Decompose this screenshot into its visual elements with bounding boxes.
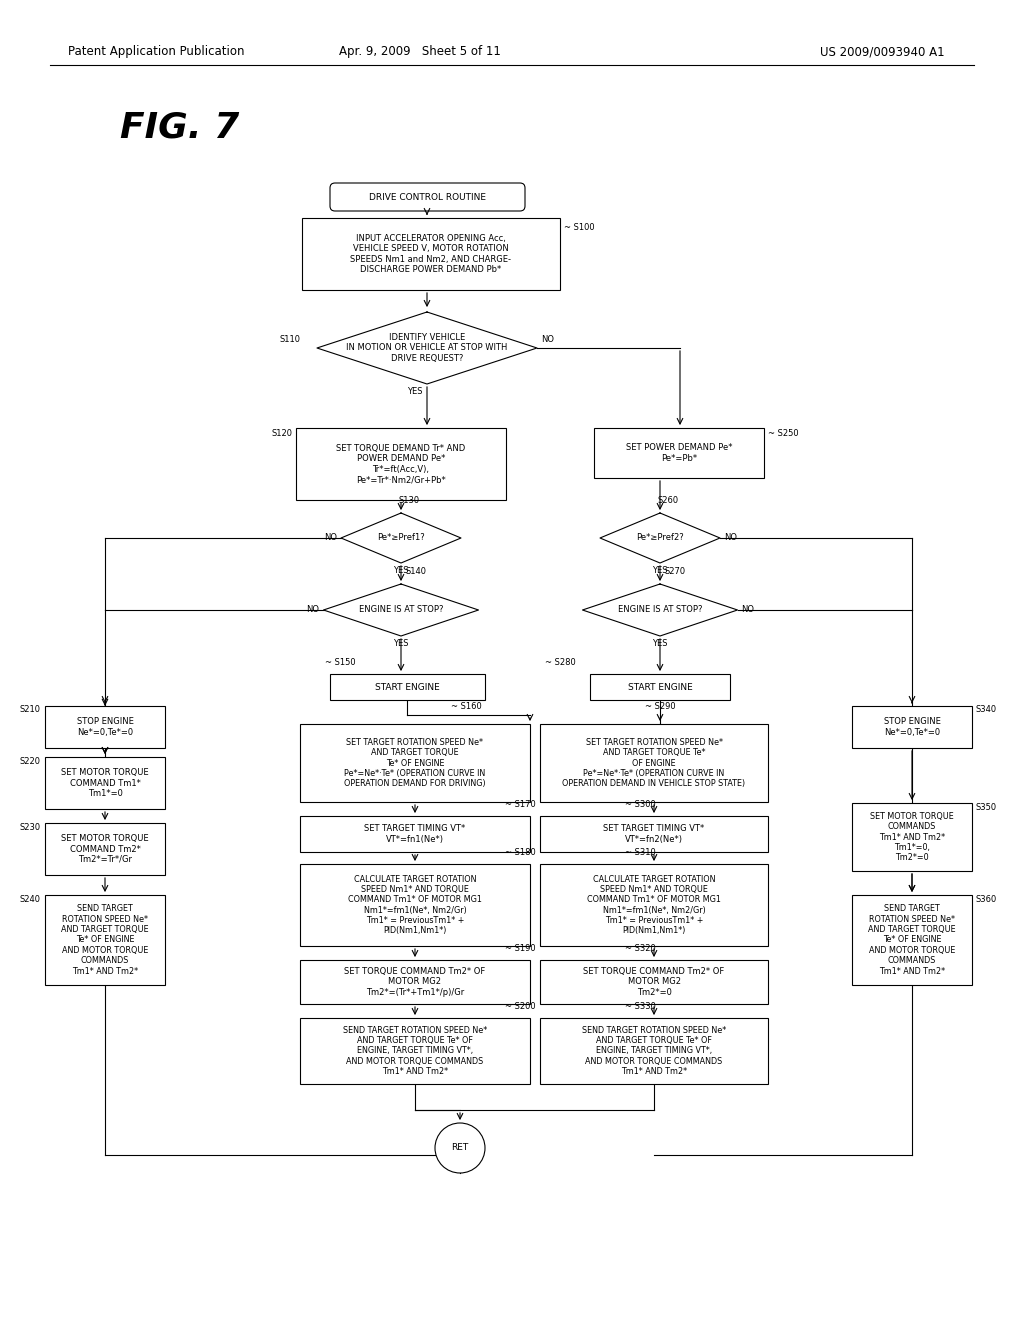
- Text: SET POWER DEMAND Pe*
Pe*=Pb*: SET POWER DEMAND Pe* Pe*=Pb*: [626, 444, 732, 463]
- Text: S230: S230: [19, 824, 41, 833]
- Text: SET MOTOR TORQUE
COMMAND Tm2*
Tm2*=Tr*/Gr: SET MOTOR TORQUE COMMAND Tm2* Tm2*=Tr*/G…: [61, 834, 148, 863]
- Text: Pe*≥Pref1?: Pe*≥Pref1?: [377, 533, 425, 543]
- Polygon shape: [317, 312, 537, 384]
- Text: ~ S160: ~ S160: [451, 702, 481, 711]
- Polygon shape: [324, 583, 478, 636]
- Text: ~ S100: ~ S100: [564, 223, 595, 232]
- Text: FIG. 7: FIG. 7: [120, 111, 240, 145]
- Text: SET TARGET ROTATION SPEED Ne*
AND TARGET TORQUE Te*
OF ENGINE
Pe*=Ne*·Te* (OPERA: SET TARGET ROTATION SPEED Ne* AND TARGET…: [562, 738, 745, 788]
- Text: Patent Application Publication: Patent Application Publication: [68, 45, 245, 58]
- Text: ENGINE IS AT STOP?: ENGINE IS AT STOP?: [617, 606, 702, 615]
- Text: S110: S110: [279, 335, 300, 345]
- Text: ~ S320: ~ S320: [625, 944, 655, 953]
- Text: ~ S200: ~ S200: [505, 1002, 536, 1011]
- Text: S350: S350: [976, 804, 997, 813]
- Text: NO: NO: [541, 335, 554, 345]
- Text: START ENGINE: START ENGINE: [628, 682, 692, 692]
- Bar: [45, 895, 165, 985]
- Bar: [852, 803, 972, 871]
- Bar: [300, 723, 530, 803]
- Text: S340: S340: [976, 705, 997, 714]
- Text: SET MOTOR TORQUE
COMMANDS
Tm1* AND Tm2*
Tm1*=0,
Tm2*=0: SET MOTOR TORQUE COMMANDS Tm1* AND Tm2* …: [870, 812, 954, 862]
- Polygon shape: [341, 513, 461, 564]
- Text: US 2009/0093940 A1: US 2009/0093940 A1: [820, 45, 944, 58]
- Text: INPUT ACCELERATOR OPENING Acc,
VEHICLE SPEED V, MOTOR ROTATION
SPEEDS Nm1 and Nm: INPUT ACCELERATOR OPENING Acc, VEHICLE S…: [350, 234, 512, 275]
- Text: ~ S150: ~ S150: [325, 657, 355, 667]
- Text: CALCULATE TARGET ROTATION
SPEED Nm1* AND TORQUE
COMMAND Tm1* OF MOTOR MG1
Nm1*=f: CALCULATE TARGET ROTATION SPEED Nm1* AND…: [587, 874, 721, 936]
- Text: ~ S170: ~ S170: [505, 800, 536, 809]
- Bar: [300, 1018, 530, 1084]
- Text: IDENTIFY VEHICLE
IN MOTION OR VEHICLE AT STOP WITH
DRIVE REQUEST?: IDENTIFY VEHICLE IN MOTION OR VEHICLE AT…: [346, 333, 508, 363]
- Text: SET TORQUE DEMAND Tr* AND
POWER DEMAND Pe*
Tr*=ft(Acc,V),
Pe*=Tr*·Nm2/Gr+Pb*: SET TORQUE DEMAND Tr* AND POWER DEMAND P…: [336, 444, 466, 484]
- Text: NO: NO: [741, 606, 755, 615]
- Bar: [852, 706, 972, 748]
- Circle shape: [435, 1123, 485, 1173]
- Bar: [300, 865, 530, 946]
- Bar: [45, 822, 165, 875]
- Text: ~ S310: ~ S310: [625, 847, 655, 857]
- Text: S130: S130: [398, 496, 420, 506]
- Text: S120: S120: [271, 429, 292, 438]
- Text: S220: S220: [20, 758, 41, 767]
- Text: YES: YES: [393, 566, 409, 576]
- Text: CALCULATE TARGET ROTATION
SPEED Nm1* AND TORQUE
COMMAND Tm1* OF MOTOR MG1
Nm1*=f: CALCULATE TARGET ROTATION SPEED Nm1* AND…: [348, 874, 482, 936]
- Text: NO: NO: [324, 533, 337, 543]
- Bar: [540, 723, 768, 803]
- Text: START ENGINE: START ENGINE: [375, 682, 440, 692]
- Text: SEND TARGET
ROTATION SPEED Ne*
AND TARGET TORQUE
Te* OF ENGINE
AND MOTOR TORQUE
: SEND TARGET ROTATION SPEED Ne* AND TARGE…: [61, 904, 148, 975]
- Text: SET TORQUE COMMAND Tm2* OF
MOTOR MG2
Tm2*=0: SET TORQUE COMMAND Tm2* OF MOTOR MG2 Tm2…: [584, 968, 725, 997]
- Text: YES: YES: [393, 639, 409, 648]
- Text: ENGINE IS AT STOP?: ENGINE IS AT STOP?: [358, 606, 443, 615]
- Bar: [540, 816, 768, 851]
- Bar: [330, 675, 485, 700]
- FancyBboxPatch shape: [330, 183, 525, 211]
- Bar: [45, 706, 165, 748]
- Text: NO: NO: [306, 606, 319, 615]
- Bar: [302, 218, 560, 290]
- Text: YES: YES: [652, 639, 668, 648]
- Text: SEND TARGET ROTATION SPEED Ne*
AND TARGET TORQUE Te* OF
ENGINE, TARGET TIMING VT: SEND TARGET ROTATION SPEED Ne* AND TARGE…: [582, 1026, 726, 1076]
- Polygon shape: [583, 583, 737, 636]
- Text: ~ S330: ~ S330: [625, 1002, 655, 1011]
- Bar: [594, 428, 764, 478]
- Text: RET: RET: [452, 1143, 469, 1152]
- Bar: [590, 675, 730, 700]
- Text: Apr. 9, 2009   Sheet 5 of 11: Apr. 9, 2009 Sheet 5 of 11: [339, 45, 501, 58]
- Text: SEND TARGET ROTATION SPEED Ne*
AND TARGET TORQUE Te* OF
ENGINE, TARGET TIMING VT: SEND TARGET ROTATION SPEED Ne* AND TARGE…: [343, 1026, 487, 1076]
- Text: S360: S360: [976, 895, 997, 904]
- Bar: [540, 865, 768, 946]
- Text: S140: S140: [406, 568, 427, 576]
- Bar: [540, 1018, 768, 1084]
- Text: S210: S210: [20, 705, 41, 714]
- Bar: [300, 816, 530, 851]
- Text: Pe*≥Pref2?: Pe*≥Pref2?: [636, 533, 684, 543]
- Text: ~ S180: ~ S180: [505, 847, 536, 857]
- Text: STOP ENGINE
Ne*=0,Te*=0: STOP ENGINE Ne*=0,Te*=0: [884, 717, 940, 737]
- Bar: [45, 756, 165, 809]
- Text: ~ S290: ~ S290: [645, 702, 675, 711]
- Text: SET TARGET TIMING VT*
VT*=fn1(Ne*): SET TARGET TIMING VT* VT*=fn1(Ne*): [365, 824, 466, 843]
- Text: S270: S270: [665, 568, 685, 576]
- Text: YES: YES: [652, 566, 668, 576]
- Bar: [296, 428, 506, 500]
- Text: SET MOTOR TORQUE
COMMAND Tm1*
Tm1*=0: SET MOTOR TORQUE COMMAND Tm1* Tm1*=0: [61, 768, 148, 797]
- Text: DRIVE CONTROL ROUTINE: DRIVE CONTROL ROUTINE: [369, 193, 486, 202]
- Text: YES: YES: [408, 387, 423, 396]
- Bar: [300, 960, 530, 1005]
- Text: ~ S250: ~ S250: [768, 429, 799, 438]
- Text: SET TARGET TIMING VT*
VT*=fn2(Ne*): SET TARGET TIMING VT* VT*=fn2(Ne*): [603, 824, 705, 843]
- Bar: [540, 960, 768, 1005]
- Text: S240: S240: [20, 895, 41, 904]
- Text: S260: S260: [657, 496, 679, 506]
- Text: SET TORQUE COMMAND Tm2* OF
MOTOR MG2
Tm2*=(Tr*+Tm1*/p)/Gr: SET TORQUE COMMAND Tm2* OF MOTOR MG2 Tm2…: [344, 968, 485, 997]
- Polygon shape: [600, 513, 720, 564]
- Text: ~ S280: ~ S280: [545, 657, 575, 667]
- Text: ~ S190: ~ S190: [505, 944, 536, 953]
- Text: ~ S300: ~ S300: [625, 800, 655, 809]
- Text: SEND TARGET
ROTATION SPEED Ne*
AND TARGET TORQUE
Te* OF ENGINE
AND MOTOR TORQUE
: SEND TARGET ROTATION SPEED Ne* AND TARGE…: [868, 904, 955, 975]
- Text: STOP ENGINE
Ne*=0,Te*=0: STOP ENGINE Ne*=0,Te*=0: [77, 717, 133, 737]
- Text: SET TARGET ROTATION SPEED Ne*
AND TARGET TORQUE
Te* OF ENGINE
Pe*=Ne*·Te* (OPERA: SET TARGET ROTATION SPEED Ne* AND TARGET…: [344, 738, 485, 788]
- Bar: [852, 895, 972, 985]
- Text: NO: NO: [724, 533, 737, 543]
